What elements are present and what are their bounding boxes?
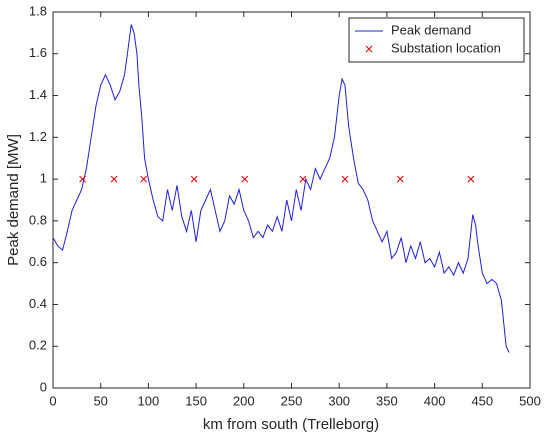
y-tick-label: 1.2	[29, 129, 47, 144]
data-point	[110, 175, 118, 183]
x-tick-label: 300	[328, 393, 350, 408]
data-point	[79, 175, 86, 183]
data-point	[140, 175, 147, 183]
legend-box	[348, 17, 525, 63]
y-tick-label: 1	[40, 171, 47, 186]
data-point	[190, 175, 198, 183]
legend-swatch	[365, 45, 373, 53]
data-point	[241, 175, 249, 183]
data-point	[467, 175, 475, 183]
x-tick-label: 100	[138, 393, 160, 408]
x-tick-label: 400	[424, 393, 446, 408]
legend-label: Peak demand	[391, 22, 471, 37]
x-tick-label: 200	[233, 393, 255, 408]
data-point	[396, 175, 404, 183]
x-tick-label: 0	[49, 393, 56, 408]
x-tick-label: 350	[376, 393, 398, 408]
y-tick-label: 0	[40, 379, 47, 394]
x-tick-label: 500	[519, 393, 541, 408]
x-tick-label: 450	[471, 393, 493, 408]
data-point	[341, 175, 349, 183]
legend-label: Substation location	[391, 40, 501, 55]
x-axis-label: km from south (Trelleborg)	[203, 416, 379, 433]
y-tick-label: 1.6	[29, 45, 47, 60]
y-tick-label: 1.4	[29, 87, 47, 102]
y-tick-label: 0.4	[29, 296, 47, 311]
y-tick-label: 1.8	[29, 3, 47, 18]
data-line	[52, 24, 510, 353]
y-tick-label: 0.8	[29, 212, 47, 227]
y-tick-label: 0.6	[29, 254, 47, 269]
y-axis-label: Peak demand [MW]	[5, 134, 22, 266]
data-point	[299, 175, 307, 183]
x-tick-label: 50	[93, 393, 107, 408]
x-tick-label: 150	[185, 393, 207, 408]
x-tick-label: 250	[281, 393, 303, 408]
y-tick-label: 0.2	[29, 338, 47, 353]
